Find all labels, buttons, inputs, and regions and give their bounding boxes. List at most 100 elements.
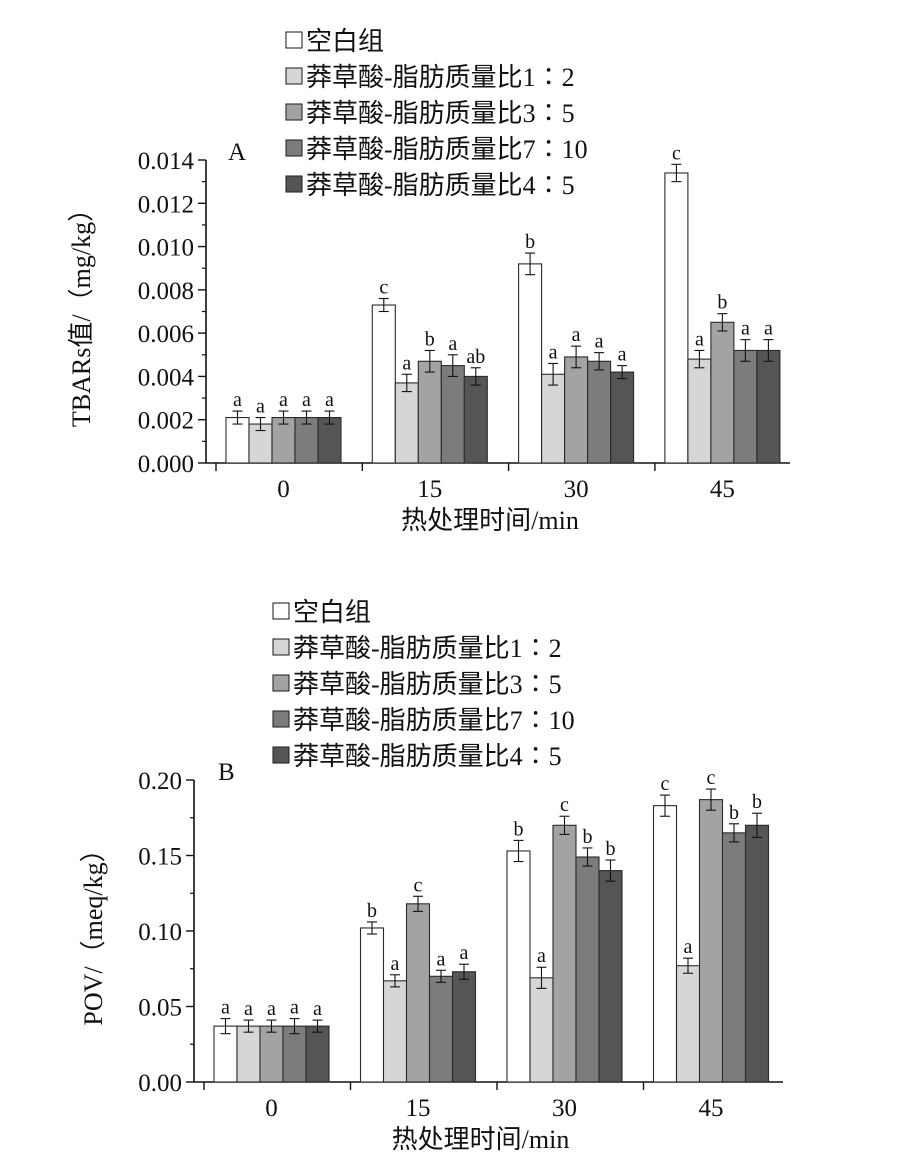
y-tick-label: 0.012 <box>138 191 194 218</box>
bar <box>710 321 735 464</box>
bar <box>587 360 612 464</box>
significance-letter: b <box>717 292 727 314</box>
significance-letter: a <box>549 341 558 363</box>
bar <box>463 375 488 464</box>
significance-letter: c <box>414 874 423 896</box>
significance-letter: a <box>313 998 322 1020</box>
significance-letter: a <box>741 318 750 340</box>
bar <box>675 965 701 1083</box>
legend-label: 莽草酸-脂肪质量比4∶5 <box>293 742 562 771</box>
bar <box>610 371 635 464</box>
significance-letter: b <box>514 818 524 840</box>
y-tick-label: 0.002 <box>138 408 194 435</box>
legend-swatch <box>272 710 290 728</box>
panel-label: B <box>218 759 235 786</box>
significance-letter: b <box>729 802 739 824</box>
bar <box>529 977 554 1083</box>
significance-letter: a <box>437 948 446 970</box>
bar <box>564 356 589 464</box>
bar <box>305 1025 330 1083</box>
legend-swatch <box>285 103 303 121</box>
bar <box>552 824 577 1083</box>
bar <box>575 856 600 1083</box>
legend-swatch <box>285 175 303 193</box>
y-tick-label: 0.15 <box>138 844 182 871</box>
bar <box>506 850 531 1083</box>
y-tick-label: 0.000 <box>138 451 194 478</box>
x-axis-title: 热处理时间/min <box>401 506 579 535</box>
legend-label: 莽草酸-脂肪质量比3∶5 <box>306 99 575 128</box>
x-tick-label: 45 <box>699 1095 724 1122</box>
bar <box>721 832 747 1083</box>
bar <box>259 1025 284 1083</box>
legend-label: 空白组 <box>293 598 371 627</box>
y-tick-label: 0.00 <box>138 1070 182 1097</box>
significance-letter: a <box>460 942 469 964</box>
significance-letter: a <box>244 998 253 1020</box>
bar <box>733 349 758 464</box>
y-tick-label: 0.20 <box>138 768 182 795</box>
bar <box>756 349 781 464</box>
x-tick-label: 15 <box>406 1095 431 1122</box>
y-tick-label: 0.10 <box>138 919 182 946</box>
significance-letter: a <box>221 997 230 1019</box>
significance-letter: c <box>560 794 569 816</box>
legend-label: 莽草酸-脂肪质量比1∶2 <box>306 63 575 92</box>
significance-letter: b <box>583 826 593 848</box>
legend-label: 莽草酸-脂肪质量比3∶5 <box>293 670 562 699</box>
significance-letter: a <box>572 324 581 346</box>
significance-letter: a <box>290 997 299 1019</box>
legend-swatch <box>272 746 290 764</box>
x-axis-title: 热处理时间/min <box>392 1125 570 1154</box>
legend-label: 莽草酸-脂肪质量比7∶10 <box>306 135 588 164</box>
bar <box>359 927 385 1083</box>
significance-letter: b <box>752 791 762 813</box>
significance-letter: b <box>525 231 535 253</box>
significance-letter: a <box>391 953 400 975</box>
bar <box>652 805 678 1083</box>
bar <box>213 1025 238 1083</box>
significance-letter: c <box>661 773 670 795</box>
bar <box>440 365 465 464</box>
significance-letter: a <box>302 389 311 411</box>
significance-letter: a <box>279 389 288 411</box>
bar <box>687 358 712 464</box>
legend-swatch <box>285 31 303 49</box>
significance-letter: c <box>707 767 716 789</box>
significance-letter: a <box>256 396 265 418</box>
significance-letter: a <box>684 936 693 958</box>
significance-letter: b <box>367 900 377 922</box>
x-tick-label: 0 <box>277 476 290 503</box>
significance-letter: a <box>618 344 627 366</box>
significance-letter: c <box>672 142 681 164</box>
significance-letter: c <box>379 277 388 299</box>
significance-letter: a <box>448 333 457 355</box>
bar <box>518 263 543 464</box>
significance-letter: a <box>325 389 334 411</box>
bar <box>698 799 724 1083</box>
chart-panel-a: 0.000 0.002 0.004 0.006 0.008 0.010 0.012 0.014… <box>67 27 790 535</box>
significance-letter: b <box>425 328 435 350</box>
bar <box>382 980 408 1083</box>
legend-label: 莽草酸-脂肪质量比1∶2 <box>293 634 562 663</box>
panel-label: A <box>228 139 246 166</box>
bar <box>282 1025 307 1083</box>
y-tick-label: 0.008 <box>138 278 194 305</box>
bar <box>744 824 770 1083</box>
x-tick-label: 15 <box>417 476 442 503</box>
significance-letter: ab <box>466 346 485 368</box>
legend-swatch <box>272 602 290 620</box>
bar <box>664 172 689 464</box>
bar <box>371 304 396 464</box>
bar <box>541 373 566 464</box>
y-tick-label: 0.004 <box>138 364 195 391</box>
bar <box>417 360 442 464</box>
y-tick-label: 0.05 <box>138 995 182 1022</box>
bar <box>451 971 477 1083</box>
significance-letter: b <box>606 838 616 860</box>
legend-swatch <box>285 67 303 85</box>
legend-label: 莽草酸-脂肪质量比7∶10 <box>293 706 575 735</box>
legend-swatch <box>272 638 290 656</box>
